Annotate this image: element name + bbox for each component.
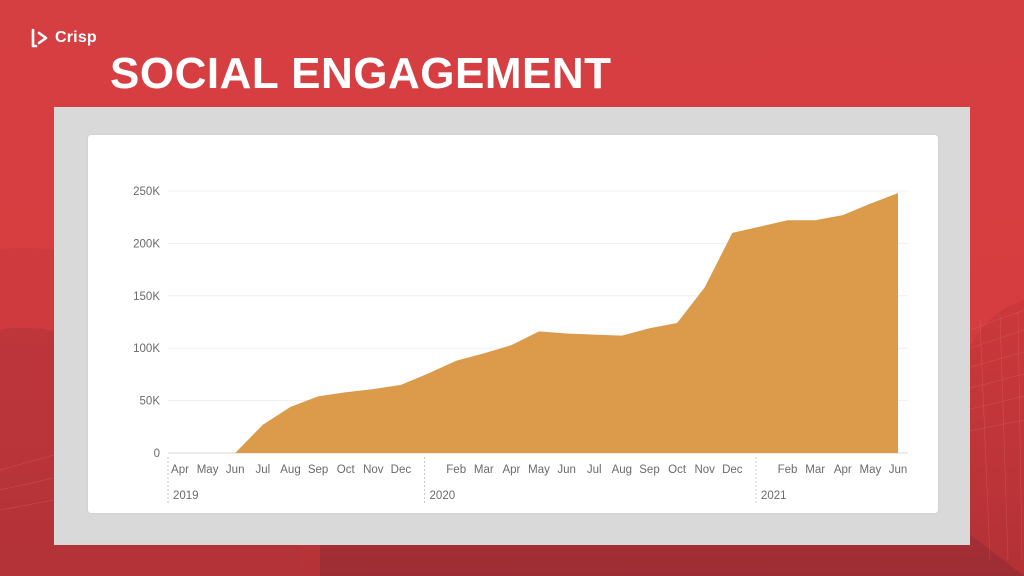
x-tick-label: May: [860, 464, 882, 476]
x-tick-label: Sep: [639, 464, 659, 476]
x-tick-label: Apr: [502, 464, 520, 476]
y-tick-label: 150K: [133, 291, 160, 303]
brand-name: Crisp: [55, 29, 97, 46]
x-tick-label: Nov: [694, 464, 715, 476]
x-tick-label: Jun: [889, 464, 908, 476]
brand-logo: Crisp: [30, 28, 97, 48]
x-tick-label: Nov: [363, 464, 384, 476]
y-tick-label: 200K: [133, 238, 160, 250]
chart-panel: 0 50K 100K 150K 200K 250K Apr May Jun Jul Aug Sep Oc…: [88, 135, 938, 513]
x-tick-label: Dec: [391, 464, 412, 476]
x-tick-label: May: [528, 464, 550, 476]
x-tick-label: Jun: [557, 464, 576, 476]
x-tick-label: Oct: [668, 464, 687, 476]
area-chart: 0 50K 100K 150K 200K 250K Apr May Jun Jul Aug Sep Oc…: [133, 186, 908, 503]
x-tick-label: Feb: [446, 464, 466, 476]
x-tick-label: Jun: [226, 464, 245, 476]
x-tick-label: Apr: [171, 464, 189, 476]
y-tick-label: 50K: [140, 396, 161, 408]
x-tick-label: Oct: [337, 464, 356, 476]
y-tick-label: 100K: [133, 343, 160, 355]
x-tick-label: Jul: [255, 464, 270, 476]
x-tick-label: Apr: [834, 464, 852, 476]
area-series: [235, 193, 898, 453]
x-year-label: 2021: [761, 490, 787, 502]
page-title: SOCIAL ENGAGEMENT: [110, 49, 612, 98]
x-tick-label: Aug: [280, 464, 300, 476]
x-tick-label: Feb: [778, 464, 798, 476]
x-tick-label: Dec: [722, 464, 743, 476]
x-tick-label: Mar: [474, 464, 494, 476]
x-tick-label: May: [197, 464, 219, 476]
crisp-logo-icon: [31, 28, 48, 48]
x-tick-label: Aug: [612, 464, 632, 476]
x-year-label: 2020: [430, 490, 456, 502]
x-tick-label: Jul: [587, 464, 602, 476]
y-tick-label: 250K: [133, 186, 160, 198]
x-tick-label: Sep: [308, 464, 328, 476]
x-year-label: 2019: [173, 490, 199, 502]
y-tick-label: 0: [154, 448, 160, 460]
x-tick-label: Mar: [805, 464, 825, 476]
chart-frame: 0 50K 100K 150K 200K 250K Apr May Jun Jul Aug Sep Oc…: [54, 107, 970, 545]
